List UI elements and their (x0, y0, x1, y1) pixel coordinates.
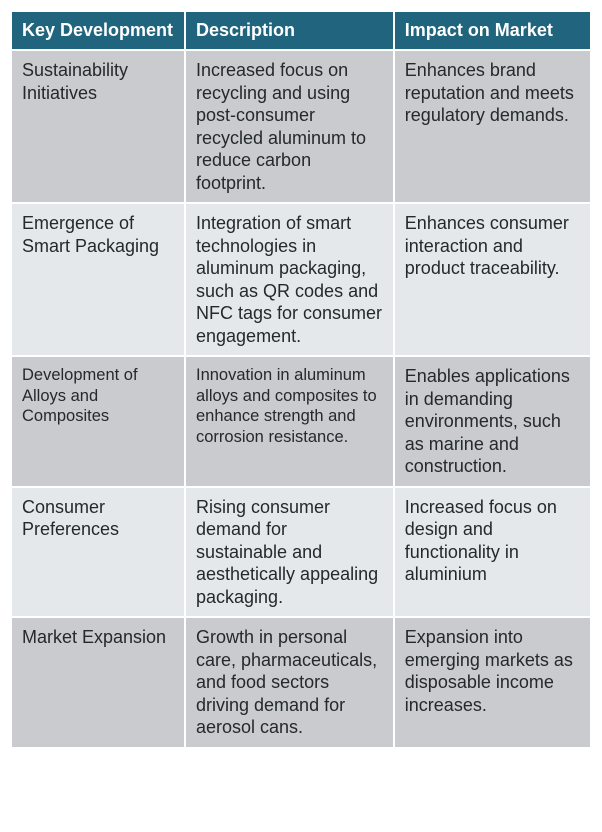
developments-table: Key Development Description Impact on Ma… (10, 10, 592, 749)
cell-desc: Increased focus on recycling and using p… (185, 50, 394, 203)
cell-impact: Expansion into emerging markets as dispo… (394, 617, 591, 748)
cell-key: Development of Alloys and Composites (11, 356, 185, 487)
cell-key: Market Expansion (11, 617, 185, 748)
col-header-impact: Impact on Market (394, 11, 591, 50)
table-row: Market ExpansionGrowth in personal care,… (11, 617, 591, 748)
table-row: Consumer PreferencesRising consumer dema… (11, 487, 591, 618)
cell-impact: Enhances consumer interaction and produc… (394, 203, 591, 356)
col-header-key: Key Development (11, 11, 185, 50)
col-header-desc: Description (185, 11, 394, 50)
cell-key: Emergence of Smart Packaging (11, 203, 185, 356)
table-row: Sustainability InitiativesIncreased focu… (11, 50, 591, 203)
table-header-row: Key Development Description Impact on Ma… (11, 11, 591, 50)
cell-desc: Innovation in aluminum alloys and compos… (185, 356, 394, 487)
table-row: Emergence of Smart PackagingIntegration … (11, 203, 591, 356)
cell-desc: Growth in personal care, pharmaceuticals… (185, 617, 394, 748)
cell-impact: Increased focus on design and functional… (394, 487, 591, 618)
table-body: Sustainability InitiativesIncreased focu… (11, 50, 591, 748)
cell-desc: Integration of smart technologies in alu… (185, 203, 394, 356)
cell-key: Sustainability Initiatives (11, 50, 185, 203)
cell-desc: Rising consumer demand for sustainable a… (185, 487, 394, 618)
cell-impact: Enables applications in demanding enviro… (394, 356, 591, 487)
cell-key: Consumer Preferences (11, 487, 185, 618)
table-row: Development of Alloys and CompositesInno… (11, 356, 591, 487)
cell-impact: Enhances brand reputation and meets regu… (394, 50, 591, 203)
